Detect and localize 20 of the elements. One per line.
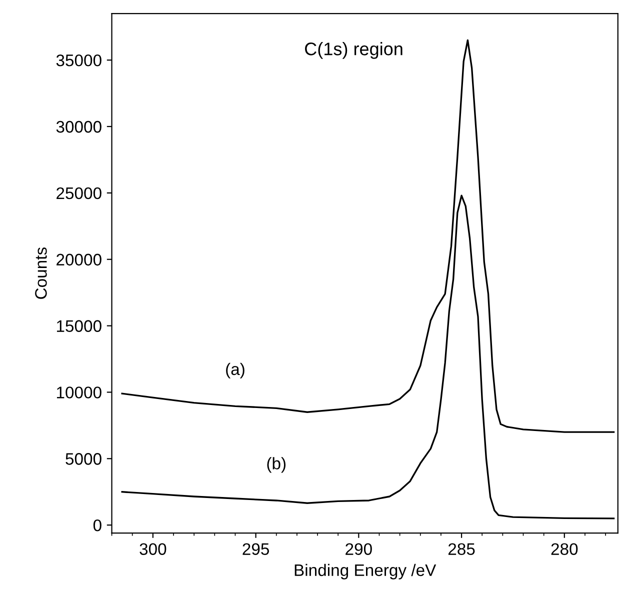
y-tick-label: 5000: [66, 453, 102, 465]
x-tick-label: 285: [448, 543, 475, 555]
series-label: (a): [226, 362, 244, 378]
y-tick-label: 30000: [56, 120, 102, 133]
y-tick-label: 0: [93, 519, 102, 532]
x-tick-label: 290: [346, 543, 372, 555]
line-series: [121, 39, 615, 433]
x-tick-label: 300: [140, 543, 166, 555]
x-tick-label: 295: [242, 543, 270, 555]
y-tick-label: 25000: [56, 187, 102, 200]
y-tick-label: 20000: [56, 254, 102, 266]
x-axis-title: Binding Energy /eV: [294, 564, 436, 580]
line-series: [121, 194, 615, 520]
y-tick-label: 35000: [56, 54, 102, 66]
y-tick-label: 15000: [56, 320, 102, 332]
x-tick-label: 280: [551, 543, 578, 555]
y-axis-title: Counts: [35, 248, 47, 299]
series-label: (b): [267, 457, 286, 473]
y-tick-label: 10000: [56, 386, 102, 398]
annotation: C(1s) region: [305, 42, 402, 59]
